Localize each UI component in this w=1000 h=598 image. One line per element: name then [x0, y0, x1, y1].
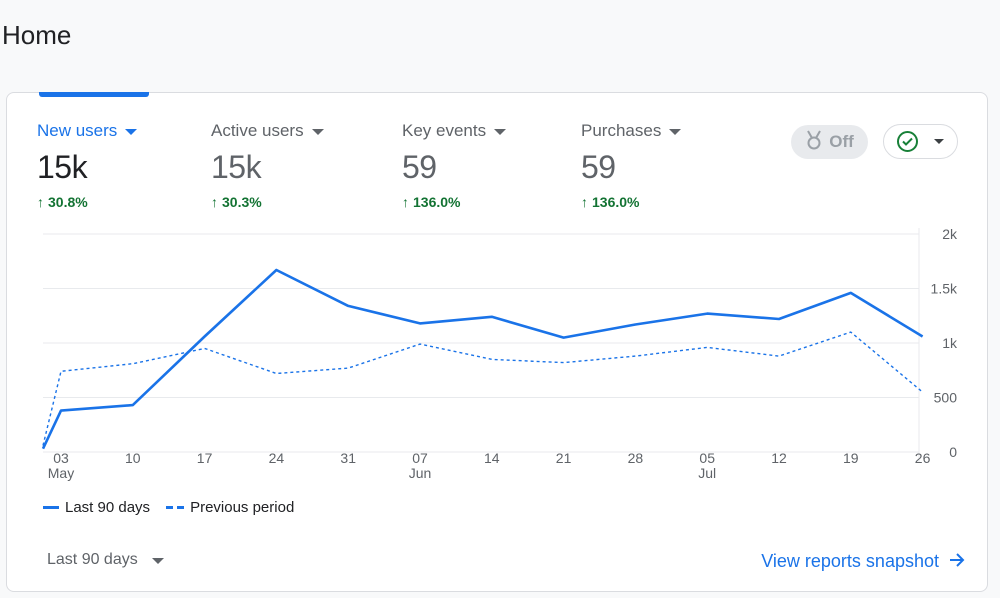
legend-item-previous: Previous period — [166, 499, 294, 516]
metric-change-value: 30.8% — [48, 194, 88, 210]
x-month-label: May — [48, 465, 74, 481]
legend-label: Previous period — [190, 499, 295, 516]
x-tick-label: 12 — [771, 450, 787, 466]
metric-tab-new-users[interactable]: New users 15k ↑ 30.8% — [37, 121, 138, 210]
x-tick-label: 19 — [843, 450, 859, 466]
arrow-up-icon: ↑ — [211, 194, 218, 210]
arrow-up-icon: ↑ — [37, 194, 44, 210]
x-tick-label: 24 — [269, 450, 285, 466]
legend-swatch-dashed — [166, 506, 185, 509]
y-tick-label: 0 — [949, 444, 957, 460]
x-tick-label: 14 — [484, 450, 500, 466]
metric-label: Purchases — [581, 121, 662, 140]
metric-tab-key-events[interactable]: Key events 59 ↑ 136.0% — [402, 121, 507, 210]
x-tick-label: 07 — [412, 450, 428, 466]
x-month-label: Jul — [698, 465, 716, 481]
chevron-down-icon — [125, 129, 138, 135]
series-last-90-days-line — [41, 268, 924, 450]
metric-value: 59 — [402, 149, 437, 185]
chevron-down-icon — [151, 558, 164, 564]
check-circle-icon — [897, 131, 918, 152]
line-chart: 0 500 1k 1.5k 2k 03 10 17 24 31 07 14 21 28 05 12 19 26 M… — [41, 226, 958, 481]
metric-change-value: 30.3% — [222, 194, 262, 210]
metric-change: ↑ 30.8% — [37, 194, 137, 210]
x-tick-label: 17 — [197, 450, 213, 466]
legend-label: Last 90 days — [65, 499, 151, 516]
metric-change: ↑ 136.0% — [581, 194, 681, 210]
active-metric-indicator — [39, 92, 149, 97]
metric-change: ↑ 136.0% — [402, 194, 506, 210]
metric-tab-active-users[interactable]: Active users 15k ↑ 30.3% — [211, 121, 324, 210]
date-range-select[interactable]: Last 90 days — [47, 551, 164, 569]
chevron-down-icon — [494, 129, 507, 135]
x-tick-label: 28 — [628, 450, 644, 466]
x-tick-label: 03 — [53, 450, 69, 466]
metric-change: ↑ 30.3% — [211, 194, 324, 210]
arrow-up-icon: ↑ — [581, 194, 588, 210]
metric-value: 59 — [581, 149, 616, 185]
metric-change-value: 136.0% — [592, 194, 640, 210]
metric-value: 15k — [37, 149, 88, 185]
chevron-down-icon — [311, 129, 324, 135]
y-tick-label: 1k — [942, 335, 958, 351]
arrow-right-icon — [949, 551, 965, 572]
metric-label: New users — [37, 121, 118, 140]
chart-legend: Last 90 days Previous period — [43, 499, 294, 516]
x-tick-label: 31 — [340, 450, 356, 466]
toggle-label: Off — [829, 132, 854, 151]
x-tick-label: 26 — [915, 450, 931, 466]
x-tick-label: 10 — [125, 450, 141, 466]
metric-label: Key events — [402, 121, 487, 140]
view-reports-snapshot-link[interactable]: View reports snapshot — [761, 551, 965, 572]
x-tick-label: 05 — [699, 450, 715, 466]
insights-toggle[interactable]: Off — [791, 125, 868, 159]
arrow-up-icon: ↑ — [402, 194, 409, 210]
chevron-down-icon — [934, 139, 944, 144]
x-tick-label: 21 — [556, 450, 572, 466]
chevron-down-icon — [669, 129, 682, 135]
y-tick-label: 500 — [934, 390, 958, 406]
metric-tab-purchases[interactable]: Purchases 59 ↑ 136.0% — [581, 121, 682, 210]
y-tick-label: 2k — [942, 226, 958, 242]
overview-card: New users 15k ↑ 30.8% Active users 15k ↑… — [6, 92, 988, 592]
metric-label: Active users — [211, 121, 304, 140]
legend-item-current: Last 90 days — [43, 499, 150, 516]
legend-swatch-solid — [43, 506, 59, 509]
link-label: View reports snapshot — [761, 551, 939, 571]
medal-icon — [805, 130, 823, 155]
page-title: Home — [2, 20, 72, 50]
metric-value: 15k — [211, 149, 262, 185]
metric-change-value: 136.0% — [413, 194, 461, 210]
status-dropdown[interactable] — [883, 124, 958, 159]
x-month-label: Jun — [409, 465, 432, 481]
y-tick-label: 1.5k — [931, 281, 958, 297]
series-previous-period-line — [42, 331, 924, 446]
date-range-label: Last 90 days — [47, 551, 138, 568]
